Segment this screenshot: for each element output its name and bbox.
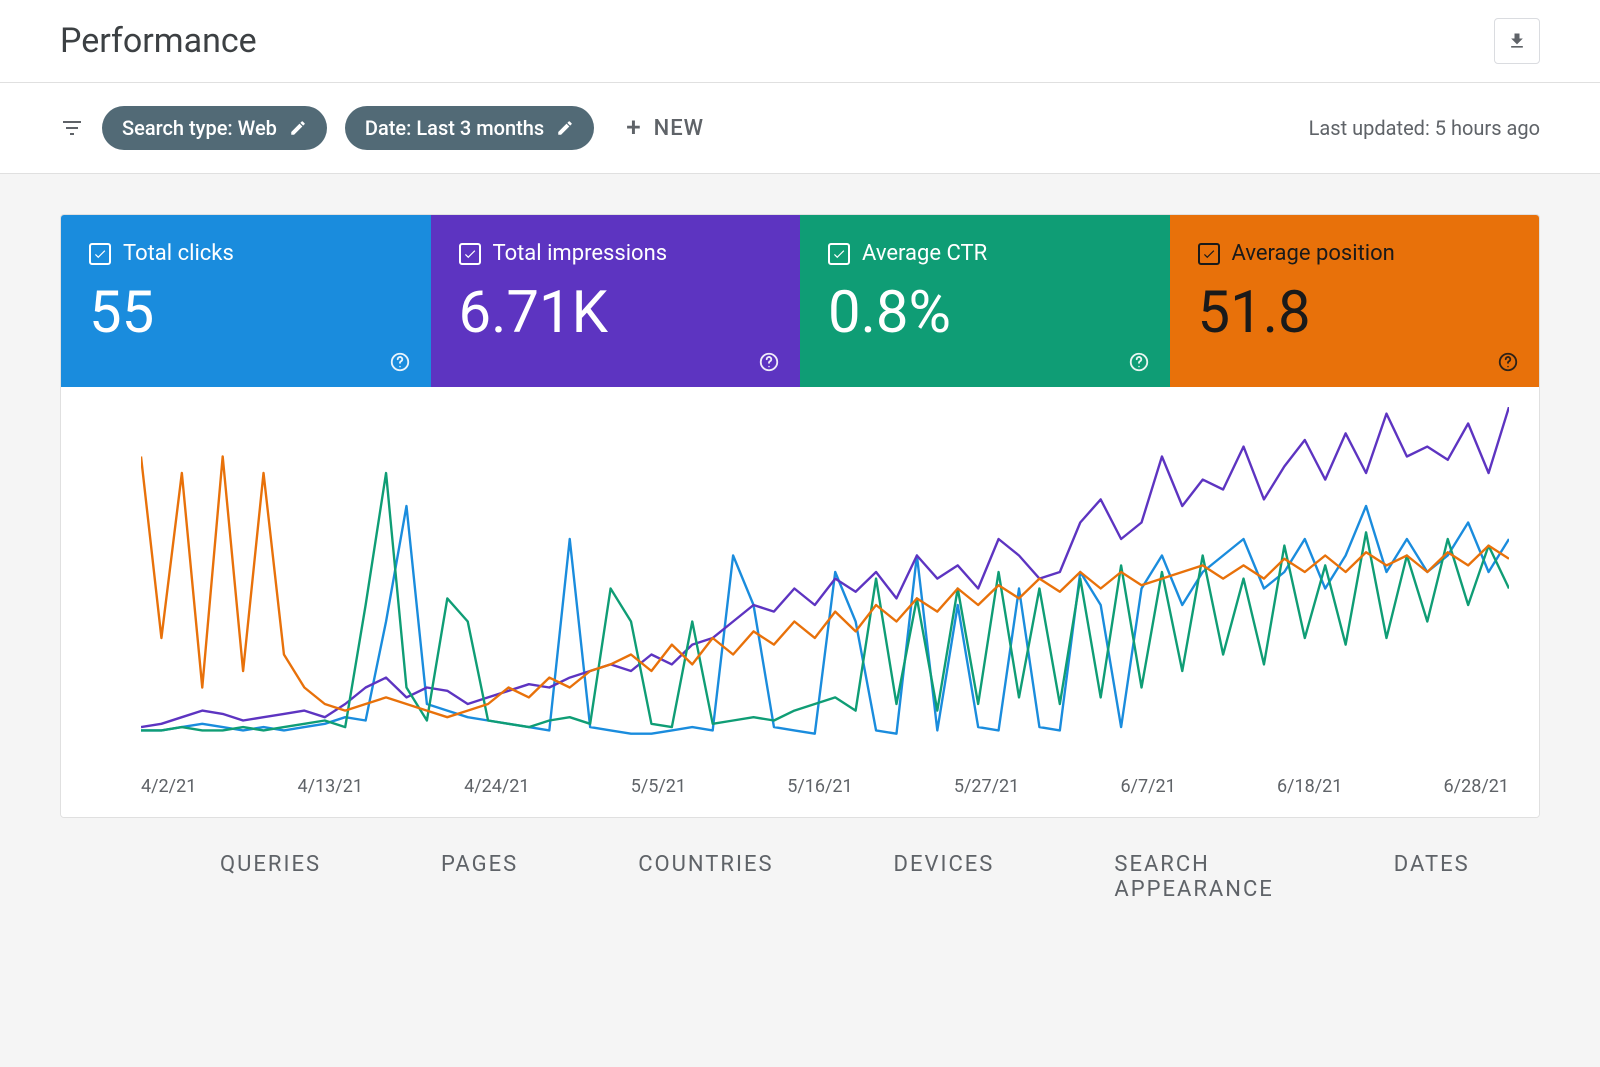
metric-label-row: Average position	[1198, 241, 1512, 266]
new-filter-button[interactable]: + NEW	[612, 105, 718, 151]
x-axis-label: 4/24/21	[464, 776, 529, 797]
tab-countries[interactable]: COUNTRIES	[638, 852, 773, 902]
x-axis-label: 5/5/21	[631, 776, 686, 797]
date-range-chip-label: Date: Last 3 months	[365, 116, 544, 140]
header-bar: Performance	[0, 0, 1600, 83]
x-axis-label: 4/2/21	[141, 776, 196, 797]
checkbox-icon[interactable]	[459, 243, 481, 265]
metric-value: 0.8%	[828, 284, 1142, 342]
x-axis-label: 5/16/21	[787, 776, 852, 797]
line-chart	[141, 407, 1509, 737]
checkbox-icon[interactable]	[89, 243, 111, 265]
search-type-chip[interactable]: Search type: Web	[102, 106, 327, 150]
x-axis-label: 6/28/21	[1444, 776, 1509, 797]
help-icon[interactable]	[1128, 351, 1150, 373]
filter-bar: Search type: Web Date: Last 3 months + N…	[0, 83, 1600, 174]
metric-row: Total clicks 55 Total impressions 6.71K Aver…	[61, 215, 1539, 387]
x-axis-label: 6/7/21	[1120, 776, 1175, 797]
series-impressions	[141, 407, 1509, 727]
new-filter-label: NEW	[654, 116, 704, 141]
checkbox-icon[interactable]	[828, 243, 850, 265]
tab-devices[interactable]: DEVICES	[894, 852, 995, 902]
pencil-icon	[556, 119, 574, 137]
metric-label: Total clicks	[123, 241, 234, 266]
plus-icon: +	[626, 115, 641, 141]
metric-value: 51.8	[1198, 284, 1512, 342]
x-axis: 4/2/21 4/13/21 4/24/21 5/5/21 5/16/21 5/27/21…	[141, 776, 1509, 797]
metric-tile-total-clicks[interactable]: Total clicks 55	[61, 215, 431, 387]
metric-label: Total impressions	[493, 241, 668, 266]
chart-area: 4/2/21 4/13/21 4/24/21 5/5/21 5/16/21 5/27/21…	[61, 387, 1539, 817]
export-button[interactable]	[1494, 18, 1540, 64]
tab-queries[interactable]: QUERIES	[220, 852, 321, 902]
checkbox-icon[interactable]	[1198, 243, 1220, 265]
tab-pages[interactable]: PAGES	[441, 852, 518, 902]
series-ctr	[141, 473, 1509, 730]
x-axis-label: 6/18/21	[1277, 776, 1342, 797]
date-range-chip[interactable]: Date: Last 3 months	[345, 106, 594, 150]
metric-label-row: Total clicks	[89, 241, 403, 266]
metric-tile-average-ctr[interactable]: Average CTR 0.8%	[800, 215, 1170, 387]
x-axis-label: 5/27/21	[954, 776, 1019, 797]
metric-tile-total-impressions[interactable]: Total impressions 6.71K	[431, 215, 801, 387]
help-icon[interactable]	[1497, 351, 1519, 373]
pencil-icon	[289, 119, 307, 137]
tab-dates[interactable]: DATES	[1394, 852, 1470, 902]
metric-label-row: Total impressions	[459, 241, 773, 266]
metric-value: 6.71K	[459, 284, 773, 342]
series-position	[141, 457, 1509, 718]
metric-label: Average CTR	[862, 241, 987, 266]
x-axis-label: 4/13/21	[298, 776, 363, 797]
performance-card: Total clicks 55 Total impressions 6.71K Aver…	[60, 214, 1540, 818]
help-icon[interactable]	[758, 351, 780, 373]
metric-label-row: Average CTR	[828, 241, 1142, 266]
tabs-row: QUERIES PAGES COUNTRIES DEVICES SEARCH APPEA…	[60, 818, 1540, 914]
metric-value: 55	[89, 284, 403, 342]
tab-search-appearance[interactable]: SEARCH APPEARANCE	[1114, 852, 1273, 902]
help-icon[interactable]	[389, 351, 411, 373]
filter-icon[interactable]	[60, 116, 84, 140]
metric-label: Average position	[1232, 241, 1395, 266]
metric-tile-average-position[interactable]: Average position 51.8	[1170, 215, 1540, 387]
page-title: Performance	[60, 21, 257, 61]
search-type-chip-label: Search type: Web	[122, 116, 277, 140]
last-updated-text: Last updated: 5 hours ago	[1309, 116, 1540, 140]
download-icon	[1507, 31, 1527, 51]
content-area: Total clicks 55 Total impressions 6.71K Aver…	[0, 174, 1600, 914]
